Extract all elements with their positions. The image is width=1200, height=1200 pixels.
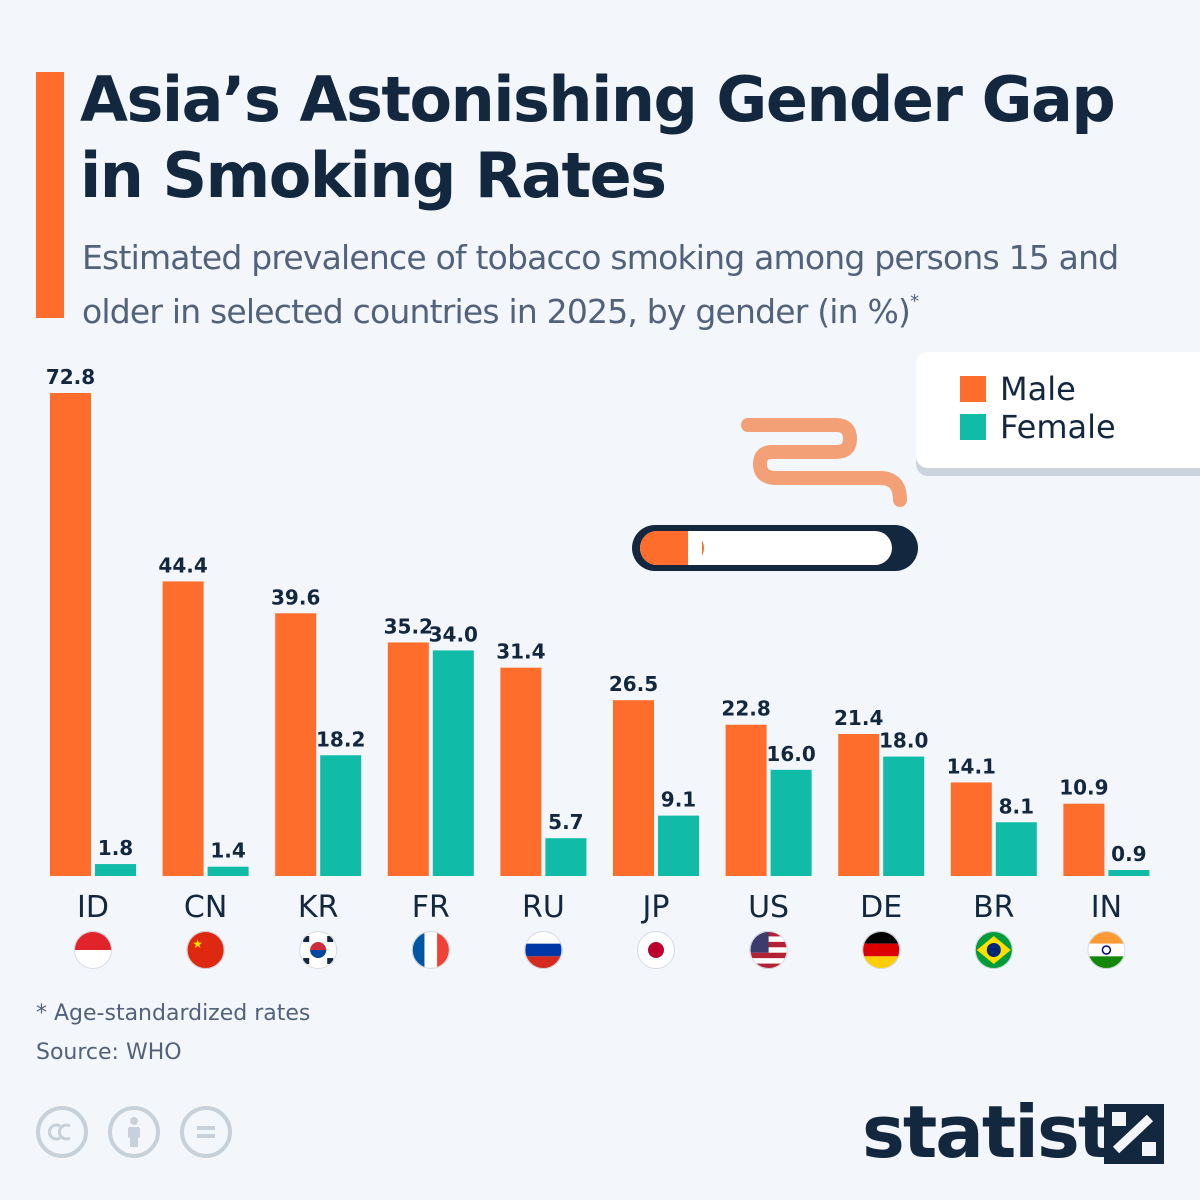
china-flag-icon: ★ <box>186 931 225 969</box>
category-label-us: US <box>748 890 789 925</box>
cigarette-icon <box>632 418 918 571</box>
bar-male-ru <box>500 667 542 876</box>
value-label-male-kr: 39.6 <box>271 585 320 609</box>
legend-item-male: Male <box>960 370 1076 408</box>
legend-swatch-female <box>960 414 986 440</box>
value-label-female-jp: 9.1 <box>661 788 696 812</box>
value-label-female-kr: 18.2 <box>316 727 365 751</box>
bar-female-de <box>883 756 925 876</box>
value-label-male-fr: 35.2 <box>384 614 433 638</box>
bar-female-jp <box>658 815 699 876</box>
category-label-in: IN <box>1091 890 1122 925</box>
japan-flag-icon <box>637 931 675 969</box>
bar-male-cn <box>162 581 204 876</box>
category-label-group: ID CN KR FR RU JP US DE BR IN <box>77 890 1122 925</box>
value-label-male-ru: 31.4 <box>496 640 545 664</box>
value-label-male-br: 14.1 <box>947 754 996 778</box>
category-label-jp: JP <box>641 890 670 925</box>
bar-male-id <box>50 393 91 876</box>
value-label-female-in: 0.9 <box>1111 842 1146 866</box>
value-label-female-ru: 5.7 <box>548 810 583 834</box>
title-accent-bar <box>36 72 64 318</box>
legend-label-female: Female <box>1000 408 1116 446</box>
value-label-male-de: 21.4 <box>834 706 883 730</box>
legend-label-male: Male <box>1000 370 1076 408</box>
category-label-br: BR <box>973 890 1014 925</box>
usa-flag-icon <box>749 931 788 969</box>
bar-male-us <box>725 724 767 876</box>
brazil-flag-icon <box>974 931 1013 969</box>
bar-male-in <box>1063 803 1105 876</box>
south-korea-flag-icon <box>299 931 338 969</box>
bar-female-kr <box>320 755 362 876</box>
bar-female-id <box>95 864 136 876</box>
russia-flag-icon <box>524 931 563 969</box>
bar-male-kr <box>275 613 317 876</box>
value-label-female-cn: 1.4 <box>210 839 245 863</box>
france-flag-icon <box>411 931 450 969</box>
category-label-ru: RU <box>522 890 565 925</box>
chart-subtitle: Estimated prevalence of tobacco smoking … <box>82 234 1182 336</box>
flag-group: ★ <box>74 931 1126 969</box>
nd-icon[interactable] <box>180 1106 232 1158</box>
value-label-female-de: 18.0 <box>879 729 928 753</box>
cc-icon[interactable] <box>36 1106 88 1158</box>
india-flag-icon <box>1087 931 1126 969</box>
value-label-female-us: 16.0 <box>766 742 815 766</box>
subtitle-footnote-mark: * <box>910 291 919 312</box>
bar-male-fr <box>387 642 429 876</box>
legend-item-female: Female <box>960 408 1116 446</box>
svg-text:★: ★ <box>192 937 203 951</box>
legend: Male Female <box>916 352 1200 468</box>
bar-female-us <box>770 769 812 876</box>
bar-male-de <box>838 734 880 876</box>
value-label-male-cn: 44.4 <box>158 553 207 577</box>
indonesia-flag-icon <box>74 931 112 969</box>
subtitle-text: Estimated prevalence of tobacco smoking … <box>82 238 1119 331</box>
statista-logo-icon[interactable] <box>1104 1104 1164 1164</box>
bar-chart: 72.8 1.8 44.4 1.4 39.6 18.2 35.234.0 31.4 5.7 26.… <box>46 365 1150 969</box>
legend-swatch-male <box>960 376 986 402</box>
category-label-fr: FR <box>412 890 450 925</box>
value-label-female-id: 1.8 <box>98 836 133 860</box>
category-label-id: ID <box>77 890 109 925</box>
value-label-male-in: 10.9 <box>1059 776 1108 800</box>
category-label-cn: CN <box>184 890 227 925</box>
bar-group <box>50 393 1150 876</box>
bar-female-ru <box>545 838 587 876</box>
category-label-kr: KR <box>298 890 339 925</box>
bar-male-jp <box>613 700 654 876</box>
bar-female-br <box>995 822 1037 876</box>
germany-flag-icon <box>862 931 901 969</box>
source-note: Source: WHO <box>36 1040 182 1065</box>
by-icon[interactable] <box>108 1106 160 1158</box>
bar-female-fr <box>432 650 474 876</box>
value-label-male-us: 22.8 <box>721 697 770 721</box>
value-label-female-br: 8.1 <box>999 794 1034 818</box>
bar-female-in <box>1108 870 1150 876</box>
footnote: * Age-standardized rates <box>36 1001 311 1026</box>
value-label-male-id: 72.8 <box>46 365 95 389</box>
value-label-group: 72.8 1.8 44.4 1.4 39.6 18.2 35.234.0 31.4 5.7 26.… <box>46 365 1147 866</box>
value-label-male-jp: 26.5 <box>609 672 658 696</box>
bar-female-cn <box>207 866 249 876</box>
category-label-de: DE <box>860 890 902 925</box>
value-label-female-fr: 34.0 <box>429 622 478 646</box>
page-title: Asia’s Astonishing Gender Gap in Smoking… <box>80 63 1116 212</box>
bar-male-br <box>950 782 992 876</box>
